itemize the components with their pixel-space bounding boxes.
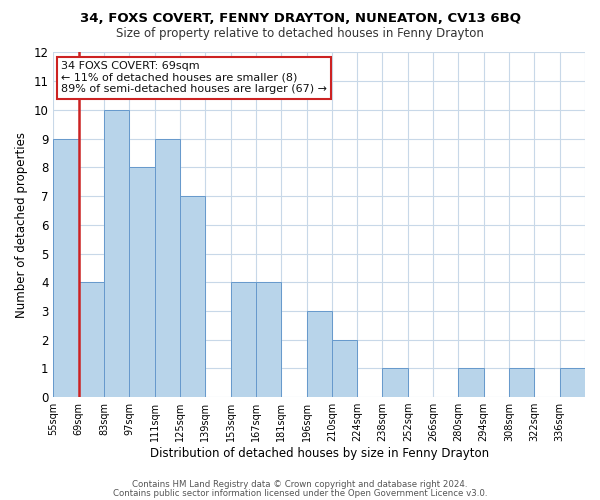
Bar — [382, 368, 408, 397]
Bar — [560, 368, 585, 397]
Bar — [230, 282, 256, 397]
Bar — [155, 138, 180, 397]
Text: 34, FOXS COVERT, FENNY DRAYTON, NUNEATON, CV13 6BQ: 34, FOXS COVERT, FENNY DRAYTON, NUNEATON… — [79, 12, 521, 26]
Bar — [79, 282, 104, 397]
Bar — [130, 168, 155, 397]
Y-axis label: Number of detached properties: Number of detached properties — [15, 132, 28, 318]
Text: Contains public sector information licensed under the Open Government Licence v3: Contains public sector information licen… — [113, 489, 487, 498]
Bar — [332, 340, 357, 397]
Bar — [53, 138, 79, 397]
Bar — [458, 368, 484, 397]
Bar — [104, 110, 130, 397]
Text: 34 FOXS COVERT: 69sqm
← 11% of detached houses are smaller (8)
89% of semi-detac: 34 FOXS COVERT: 69sqm ← 11% of detached … — [61, 61, 327, 94]
Bar — [256, 282, 281, 397]
Bar — [307, 311, 332, 397]
Text: Contains HM Land Registry data © Crown copyright and database right 2024.: Contains HM Land Registry data © Crown c… — [132, 480, 468, 489]
Bar — [509, 368, 535, 397]
Text: Size of property relative to detached houses in Fenny Drayton: Size of property relative to detached ho… — [116, 28, 484, 40]
X-axis label: Distribution of detached houses by size in Fenny Drayton: Distribution of detached houses by size … — [149, 447, 489, 460]
Bar — [180, 196, 205, 397]
